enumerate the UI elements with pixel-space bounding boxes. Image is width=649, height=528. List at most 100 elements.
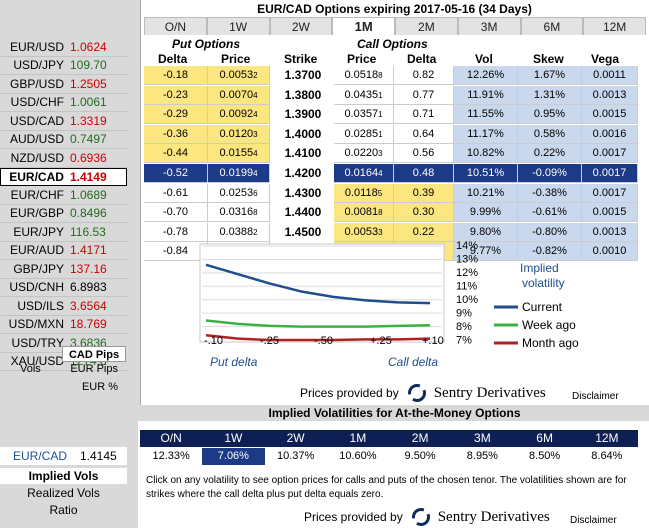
pair-row-aud-usd[interactable]: AUD/USD 0.7497 bbox=[0, 131, 127, 149]
atm-tenor-label[interactable]: 1M bbox=[349, 431, 367, 445]
call-price-cell[interactable]: 0.01644 bbox=[334, 164, 394, 183]
disclaimer-link-bottom[interactable]: Disclaimer bbox=[570, 515, 617, 526]
call-price-cell[interactable]: 0.04351 bbox=[334, 85, 394, 105]
pair-row-usd-chf[interactable]: USD/CHF 1.0061 bbox=[0, 94, 127, 112]
atm-vol-cell[interactable]: 8.64% bbox=[591, 450, 623, 462]
vega-cell-value: 0.0017 bbox=[592, 186, 627, 199]
put-options-header: Put Options bbox=[172, 37, 240, 51]
call-price-cell-value: 0.0435 bbox=[344, 88, 379, 101]
atm-vol-cell[interactable]: 8.95% bbox=[466, 450, 498, 462]
atm-vol-cell[interactable]: 10.37% bbox=[276, 450, 315, 462]
call-price-cell[interactable]: 0.03571 bbox=[334, 105, 394, 125]
put-price-cell[interactable]: 0.03882 bbox=[208, 222, 270, 242]
provider-credit-bottom: Prices provided by Sentry Derivatives bbox=[304, 508, 550, 526]
vol-cell-value: 12.26% bbox=[466, 69, 505, 81]
provider-brand[interactable]: Sentry Derivatives bbox=[433, 384, 546, 401]
pair-row-nzd-usd[interactable]: NZD/USD 0.6936 bbox=[0, 149, 127, 168]
skew-cell: -0.61% bbox=[518, 203, 582, 223]
tab-2m[interactable]: 2M bbox=[395, 17, 458, 35]
atm-tenor-label[interactable]: 1W bbox=[224, 431, 243, 445]
call-price-cell-value: 0.0518 bbox=[344, 69, 379, 81]
call-price-cell[interactable]: 0.02203 bbox=[334, 144, 394, 164]
ratio-tab[interactable]: Ratio bbox=[49, 503, 78, 517]
put-price-cell-subdigit: 8 bbox=[253, 208, 258, 218]
put-price-cell-value: 0.0199 bbox=[219, 167, 254, 179]
atm-tenor-label[interactable]: 2W bbox=[286, 431, 305, 445]
pair-row-eur-usd[interactable]: EUR/USD 1.0624 bbox=[0, 38, 127, 57]
atm-tenor-label[interactable]: 3M bbox=[474, 431, 491, 445]
implied-vols-tab[interactable]: Implied Vols bbox=[0, 468, 127, 484]
pair-row-usd-jpy[interactable]: USD/JPY 109.70 bbox=[0, 57, 127, 75]
pair-row-gbp-usd[interactable]: GBP/USD 1.2505 bbox=[0, 75, 127, 94]
atm-tenor-label[interactable]: O/N bbox=[160, 431, 182, 445]
tab-1m[interactable]: 1M bbox=[332, 17, 395, 35]
pair-row-eur-cad[interactable]: EUR/CAD 1.4149 bbox=[0, 167, 127, 186]
put-price-cell[interactable]: 0.00924 bbox=[208, 105, 270, 125]
currency-pair-list: EUR/USD 1.0624 USD/JPY 109.70 GBP/USD 1.2505 U… bbox=[0, 38, 127, 371]
atm-vol-cell[interactable]: 12.33% bbox=[152, 450, 190, 462]
call-delta-cell: 0.39 bbox=[394, 183, 454, 203]
tab-1w[interactable]: 1W bbox=[206, 17, 270, 35]
pair-value: 18.769 bbox=[70, 317, 107, 332]
tab-12m[interactable]: 12M bbox=[583, 17, 646, 35]
put-price-cell[interactable]: 0.00704 bbox=[208, 85, 270, 105]
put-delta-cell: -0.29 bbox=[144, 105, 208, 125]
skew-cell-value: 0.95% bbox=[533, 108, 566, 121]
put-price-cell[interactable]: 0.03168 bbox=[208, 203, 270, 223]
x-tick-label: -.25 bbox=[260, 335, 279, 347]
tab-6m[interactable]: 6M bbox=[520, 17, 584, 35]
atm-tenor-label[interactable]: 6M bbox=[536, 431, 553, 445]
atm-tenor-label[interactable]: 12M bbox=[595, 431, 619, 445]
put-price-cell[interactable]: 0.00532 bbox=[208, 66, 270, 85]
pair-name: USD/ILS bbox=[17, 298, 64, 313]
call-delta-cell-value: 0.39 bbox=[412, 186, 435, 199]
vol-cell: 9.77% bbox=[454, 242, 518, 262]
x-tick-label: -.50 bbox=[314, 335, 333, 347]
pair-row-gbp-jpy[interactable]: GBP/JPY 137.16 bbox=[0, 260, 127, 279]
skew-cell: -0.38% bbox=[518, 183, 582, 203]
eur-pips-option[interactable]: EUR Pips bbox=[70, 363, 118, 375]
atm-vol-cell[interactable]: 10.60% bbox=[339, 450, 377, 462]
skew-cell-value: -0.09% bbox=[532, 167, 567, 179]
tab-on[interactable]: O/N bbox=[144, 17, 207, 35]
provider-brand[interactable]: Sentry Derivatives bbox=[437, 508, 550, 525]
legend-title: Implied volatility bbox=[520, 261, 565, 290]
pair-row-usd-ils[interactable]: USD/ILS 3.6564 bbox=[0, 297, 127, 316]
call-delta-cell-value: 0.22 bbox=[412, 225, 435, 238]
call-price-cell-subdigit: 5 bbox=[377, 188, 383, 198]
call-price-cell[interactable]: 0.01185 bbox=[334, 183, 394, 203]
atm-pair-row[interactable]: EUR/CAD 1.4145 bbox=[0, 447, 127, 465]
pair-row-eur-gbp[interactable]: EUR/GBP 0.8496 bbox=[0, 205, 127, 223]
put-delta-cell: -0.84 bbox=[144, 242, 208, 262]
put-price-cell[interactable]: 0.01203 bbox=[208, 124, 270, 144]
tab-3m[interactable]: 3M bbox=[457, 17, 521, 35]
y-tick-label: 12% bbox=[456, 267, 478, 279]
strike-cell: 1.3700 bbox=[276, 66, 330, 85]
y-tick-label: 8% bbox=[456, 321, 472, 333]
atm-vol-cell[interactable]: 7.06% bbox=[202, 448, 265, 465]
put-price-cell[interactable]: 0.01994 bbox=[208, 164, 270, 183]
atm-tenor-label[interactable]: 2M bbox=[411, 431, 429, 445]
realized-vols-tab[interactable]: Realized Vols bbox=[27, 486, 100, 500]
call-price-cell[interactable]: 0.05188 bbox=[334, 66, 394, 85]
pair-row-eur-jpy[interactable]: EUR/JPY 116.53 bbox=[0, 223, 127, 242]
pair-name: AUD/USD bbox=[9, 132, 64, 147]
pair-row-usd-cad[interactable]: USD/CAD 1.3319 bbox=[0, 112, 127, 131]
atm-vol-cell[interactable]: 8.50% bbox=[529, 450, 561, 462]
call-price-cell[interactable]: 0.00818 bbox=[334, 203, 394, 223]
pair-row-eur-aud[interactable]: EUR/AUD 1.4171 bbox=[0, 242, 127, 260]
pair-row-usd-mxn[interactable]: USD/MXN 18.769 bbox=[0, 316, 127, 334]
cad-pips-header[interactable]: CAD Pips bbox=[62, 346, 126, 362]
call-price-cell-subdigit: 3 bbox=[378, 149, 383, 159]
tab-2w[interactable]: 2W bbox=[269, 17, 333, 35]
vols-label[interactable]: Vols bbox=[20, 363, 41, 375]
put-price-cell[interactable]: 0.01554 bbox=[208, 144, 270, 164]
atm-vol-cell[interactable]: 9.50% bbox=[404, 450, 436, 462]
eur-percent-option[interactable]: EUR % bbox=[81, 381, 118, 393]
pair-row-usd-cnh[interactable]: USD/CNH 6.8983 bbox=[0, 279, 127, 297]
call-price-cell[interactable]: 0.02851 bbox=[334, 124, 394, 144]
call-price-cell[interactable]: 0.00533 bbox=[334, 222, 394, 242]
disclaimer-link-top[interactable]: Disclaimer bbox=[572, 391, 619, 402]
put-price-cell[interactable]: 0.02536 bbox=[208, 183, 270, 203]
pair-row-eur-chf[interactable]: EUR/CHF 1.0689 bbox=[0, 186, 127, 205]
